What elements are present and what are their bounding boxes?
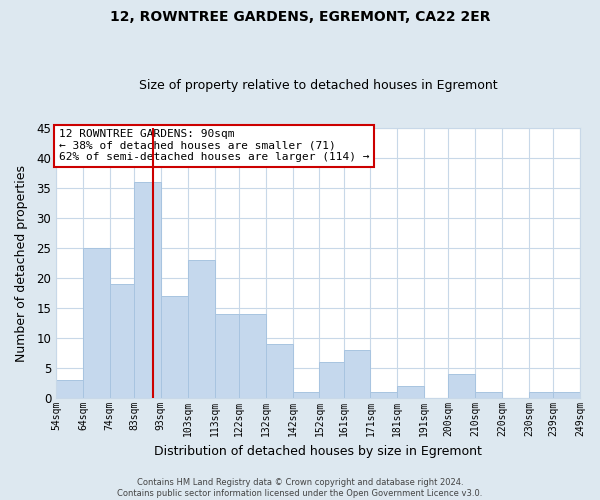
Bar (397, 386, 424, 398)
Bar (215, 314, 239, 398)
Bar (553, 392, 580, 398)
Y-axis label: Number of detached properties: Number of detached properties (15, 164, 28, 362)
Bar (161, 296, 188, 398)
Bar (475, 392, 502, 398)
Text: 12, ROWNTREE GARDENS, EGREMONT, CA22 2ER: 12, ROWNTREE GARDENS, EGREMONT, CA22 2ER (110, 10, 490, 24)
Title: Size of property relative to detached houses in Egremont: Size of property relative to detached ho… (139, 79, 497, 92)
Bar (188, 260, 215, 398)
Bar (56, 380, 83, 398)
Text: Contains HM Land Registry data © Crown copyright and database right 2024.
Contai: Contains HM Land Registry data © Crown c… (118, 478, 482, 498)
Bar (319, 362, 344, 398)
Bar (370, 392, 397, 398)
Bar (344, 350, 370, 398)
Bar (134, 182, 161, 398)
Bar (266, 344, 293, 398)
Bar (83, 248, 110, 398)
X-axis label: Distribution of detached houses by size in Egremont: Distribution of detached houses by size … (154, 444, 482, 458)
Text: 12 ROWNTREE GARDENS: 90sqm
← 38% of detached houses are smaller (71)
62% of semi: 12 ROWNTREE GARDENS: 90sqm ← 38% of deta… (59, 129, 369, 162)
Bar (239, 314, 266, 398)
Bar (529, 392, 553, 398)
Bar (448, 374, 475, 398)
Bar (293, 392, 319, 398)
Bar (110, 284, 134, 398)
